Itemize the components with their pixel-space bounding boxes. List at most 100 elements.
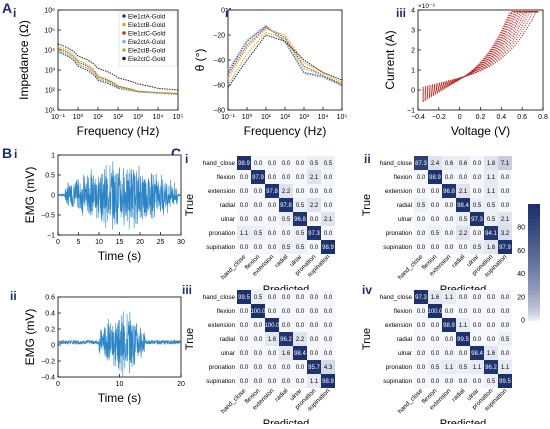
cell-value: 1.1	[487, 175, 496, 181]
cell-value: 0.0	[268, 295, 277, 301]
cell-value: 0.0	[310, 337, 319, 343]
matrix-cell	[279, 374, 293, 388]
matrix-cell	[321, 184, 335, 198]
colorbar-step	[528, 247, 540, 251]
matrix-cell	[251, 156, 265, 170]
cell-value: 0.5	[459, 365, 468, 371]
y-axis-label: Current (A)	[383, 30, 397, 89]
cell-value: 0.0	[417, 231, 426, 237]
matrix-cell	[442, 184, 456, 198]
x-tick-label: 10⁻¹	[221, 114, 235, 121]
legend-marker	[122, 22, 126, 27]
cell-value: 0.0	[282, 295, 291, 301]
series-line	[57, 46, 179, 94]
matrix-cell	[484, 304, 498, 318]
cell-value: 0.5	[296, 231, 305, 237]
column-label: radial	[274, 253, 290, 269]
iv-sweep-line	[422, 11, 539, 96]
matrix-cell	[470, 198, 484, 212]
matrix-cell	[237, 290, 251, 304]
cell-value: 0.0	[254, 365, 263, 371]
y-tick-label: 10²	[45, 88, 56, 95]
y-axis-label: Impedance (Ω)	[17, 20, 31, 100]
cell-value: 0.0	[268, 231, 277, 237]
cell-value: 0.0	[268, 379, 277, 385]
y-tick-label: 0	[51, 343, 55, 350]
matrix-cell	[428, 290, 442, 304]
matrix-cell	[321, 226, 335, 240]
matrix-cell	[456, 184, 470, 198]
matrix-cell	[442, 346, 456, 360]
cell-value: 0.0	[459, 379, 468, 385]
cell-value: 0.0	[310, 217, 319, 223]
cell-value: 2.4	[431, 161, 440, 167]
cell-value: 0.6	[459, 161, 468, 167]
matrix-cell	[484, 198, 498, 212]
matrix-cell	[498, 226, 512, 240]
cell-value: 0.0	[282, 175, 291, 181]
cell-value: 97.8	[266, 189, 278, 195]
iv-sweep-line	[422, 11, 539, 94]
series-line	[227, 34, 343, 88]
colorbar-step	[528, 314, 540, 318]
legend-label: Ele1ctC-Gold	[128, 31, 166, 38]
colorbar-step	[528, 215, 540, 219]
matrix-cell	[470, 346, 484, 360]
matrix-cell	[265, 332, 279, 346]
cell-value: 0.0	[254, 351, 263, 357]
cell-value: 1.6	[487, 351, 496, 357]
row-label: hand_close	[380, 294, 413, 301]
matrix-cell	[470, 304, 484, 318]
matrix-cell	[484, 212, 498, 226]
colorbar-step	[528, 235, 540, 240]
matrix-cell	[251, 346, 265, 360]
matrix-cell	[456, 318, 470, 332]
cell-value: 1.1	[310, 379, 319, 385]
cell-value: 0.5	[487, 217, 496, 223]
legend-marker	[122, 39, 126, 44]
matrix-cell	[251, 226, 265, 240]
matrix-cell	[484, 332, 498, 346]
cell-value: 0.0	[459, 175, 468, 181]
matrix-cell	[293, 212, 307, 226]
cell-value: 0.0	[417, 309, 426, 315]
matrix-cell	[456, 226, 470, 240]
colorbar-step	[528, 238, 540, 243]
matrix-cell	[265, 304, 279, 318]
cell-value: 98.9	[443, 323, 455, 329]
x-tick-label: 10⁻¹	[51, 114, 65, 121]
cell-value: 0.0	[501, 189, 510, 195]
colorbar-step	[528, 259, 540, 263]
y-tick-label: −0.5	[41, 213, 55, 220]
colorbar-step	[528, 293, 540, 298]
colorbar-step	[528, 224, 540, 228]
cell-value: 0.0	[445, 309, 454, 315]
x-tick-label: 10¹	[261, 114, 272, 121]
colorbar-step	[528, 244, 540, 248]
colorbar-step	[528, 218, 540, 222]
cell-value: 97.8	[280, 203, 292, 209]
cell-value: 1.1	[501, 365, 510, 371]
cell-value: 99.5	[499, 379, 511, 385]
matrix-cell	[251, 198, 265, 212]
cell-value: 100.0	[264, 323, 280, 329]
cell-value: 0.0	[296, 161, 305, 167]
cell-value: 0.6	[445, 161, 454, 167]
matrix-cell	[279, 156, 293, 170]
matrix-cell	[414, 304, 428, 318]
colorbar-step	[528, 285, 540, 289]
cell-value: 0.0	[296, 189, 305, 195]
panel-label-A-i: i	[13, 6, 16, 20]
cell-value: 0.0	[324, 351, 333, 357]
cell-value: 1.1	[445, 365, 454, 371]
x-tick-label: 10⁰	[73, 113, 84, 121]
cell-value: 0.5	[254, 231, 263, 237]
colorbar-step	[528, 308, 540, 312]
x-tick-label: 30	[177, 239, 185, 246]
colorbar-step	[528, 305, 540, 309]
row-label: pronation	[209, 230, 236, 237]
cell-value: 96.2	[280, 337, 292, 343]
x-axis-label: Frequency (Hz)	[77, 124, 160, 138]
cell-value: 1.1	[445, 295, 454, 301]
series-line	[57, 49, 179, 95]
